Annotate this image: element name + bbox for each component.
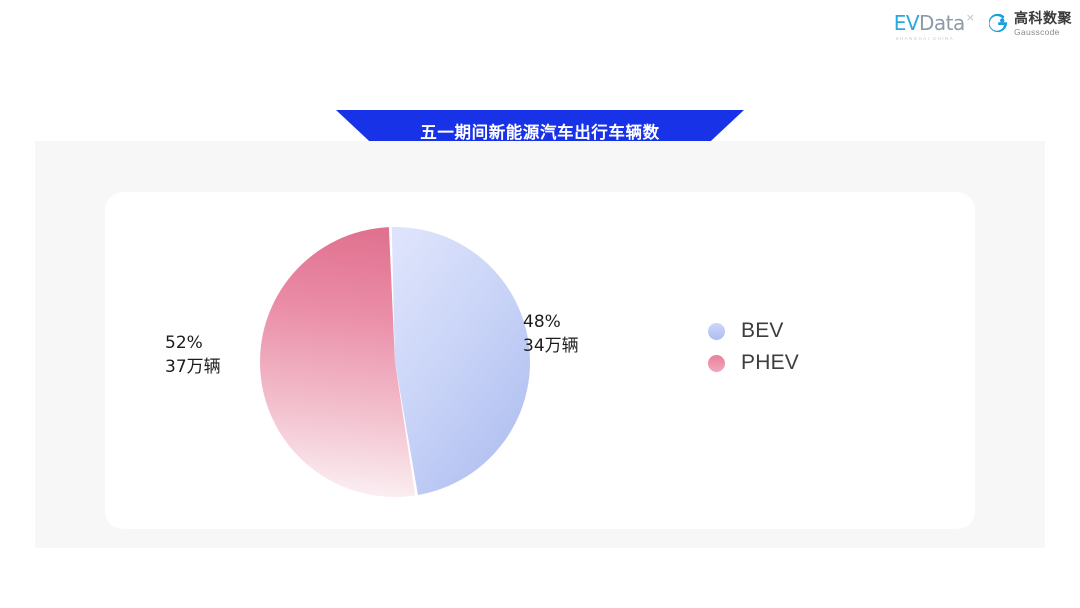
- pie-slice-bev: [391, 226, 531, 496]
- evdata-cross-icon: ×: [965, 11, 975, 24]
- legend-dot-phev: [708, 354, 725, 372]
- evdata-ev-text: EV: [893, 11, 920, 35]
- legend-item-bev[interactable]: BEV: [708, 318, 799, 344]
- pie-label-phev: 52% 37万辆: [165, 331, 221, 379]
- chart-card: [105, 192, 975, 529]
- gausscode-text: 高科数聚 Gausscode: [1014, 12, 1072, 37]
- evdata-logo: EVData × SHANGHAI CHINA: [894, 11, 975, 41]
- pie-label-bev-percent: 48%: [523, 312, 561, 332]
- gausscode-logo: 高科数聚 Gausscode: [988, 11, 1072, 37]
- gausscode-cn-name: 高科数聚: [1014, 11, 1072, 27]
- pie-slice-phev: [259, 227, 416, 498]
- evdata-subtitle: SHANGHAI CHINA: [895, 36, 955, 41]
- evdata-wordmark-text: EVData: [893, 11, 966, 35]
- evdata-wordmark: EVData ×: [893, 11, 975, 35]
- legend-dot-bev: [708, 322, 725, 340]
- header-logos: EVData × SHANGHAI CHINA 高科数聚 Gausscode: [894, 11, 1072, 41]
- pie-label-phev-percent: 52%: [165, 333, 203, 353]
- pie-label-bev-count: 34万辆: [523, 336, 579, 357]
- chart-title: 五一期间新能源汽车出行车辆数: [420, 122, 660, 142]
- pie-label-phev-count: 37万辆: [165, 357, 221, 378]
- pie-chart-area: 52% 37万辆 48% 34万辆 BEV PHEV: [105, 192, 975, 529]
- evdata-data-text: Data: [919, 11, 965, 35]
- pie-chart-svg: [259, 226, 531, 498]
- chart-legend: BEV PHEV: [708, 318, 799, 376]
- gausscode-mark-icon: [988, 13, 1009, 34]
- legend-label-phev: PHEV: [741, 351, 799, 374]
- pie-label-bev: 48% 34万辆: [523, 310, 579, 358]
- legend-item-phev[interactable]: PHEV: [708, 350, 799, 376]
- legend-label-bev: BEV: [741, 319, 784, 342]
- gausscode-en-name: Gausscode: [1014, 27, 1060, 37]
